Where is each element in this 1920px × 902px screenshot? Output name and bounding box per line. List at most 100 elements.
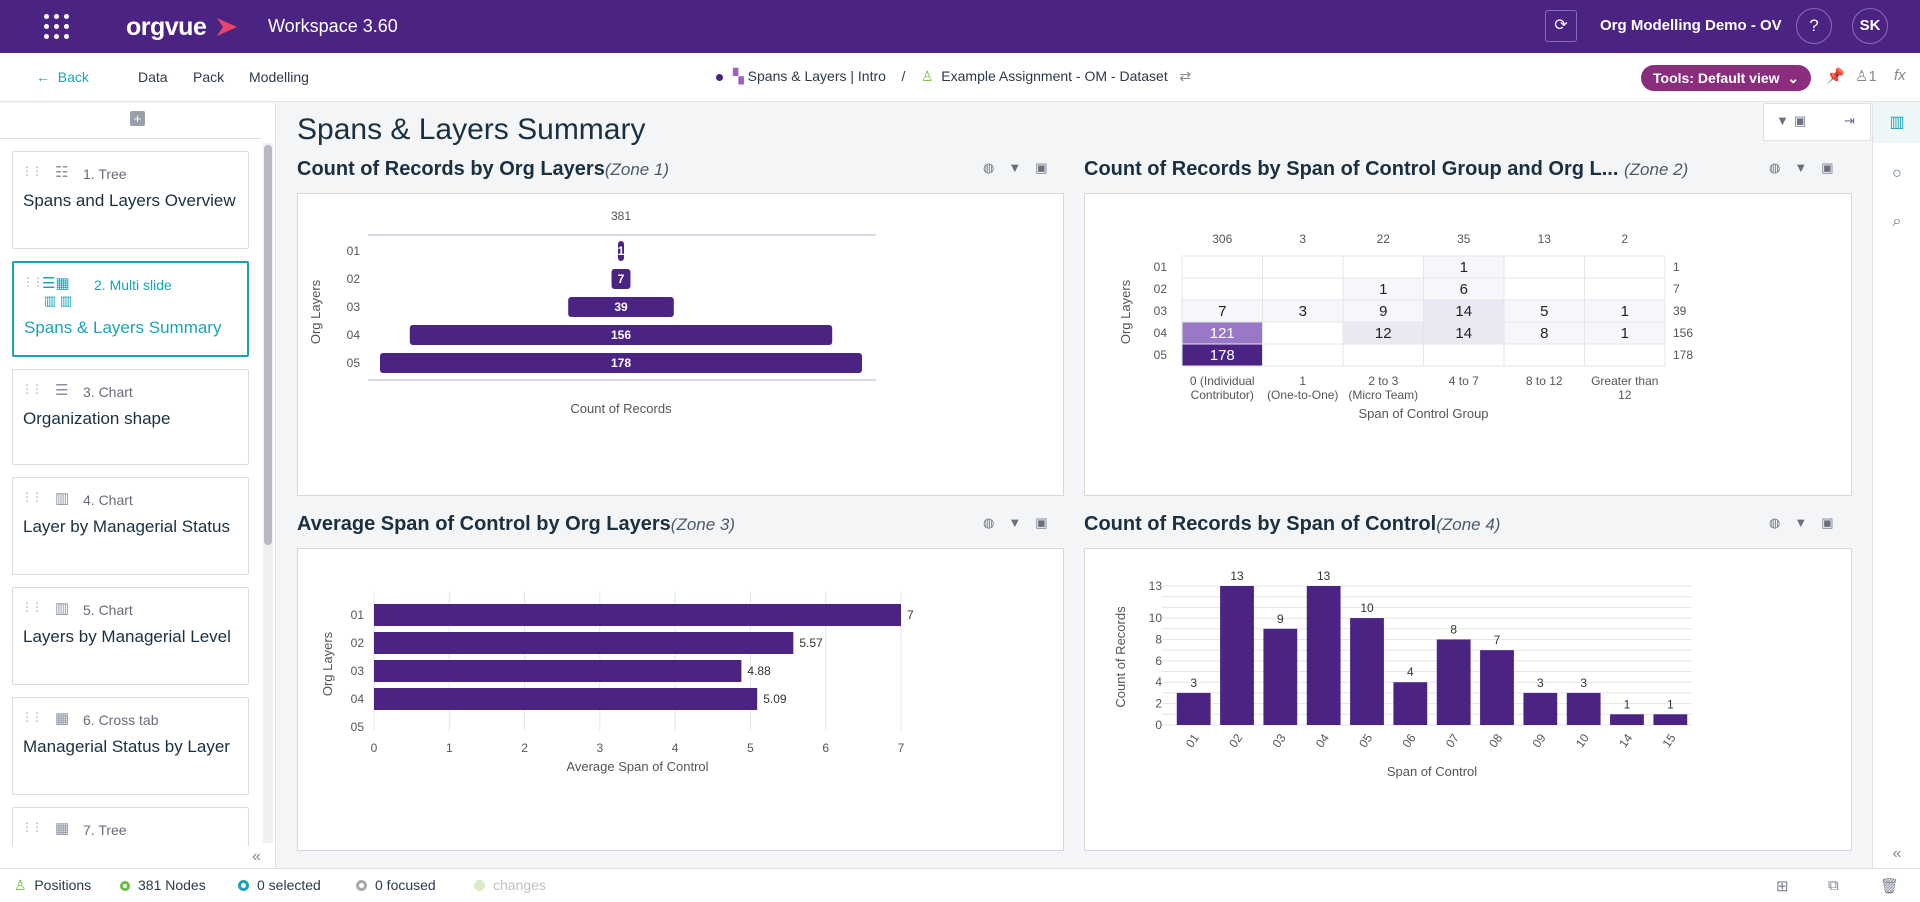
column-total: 306 (1212, 232, 1232, 246)
heatmap-cell (1584, 277, 1666, 301)
drag-handle-icon[interactable]: ⋮⋮ (21, 710, 43, 724)
add-slide-icon[interactable]: + (130, 111, 145, 126)
collapse-left-icon[interactable]: « (252, 848, 261, 865)
dashboard-icon[interactable]: ▥ (1873, 103, 1920, 143)
tick-label: 2 (521, 741, 528, 755)
slide-sidebar: + ⋮⋮ ☷ 1. Tree Spans and Layers Overview… (0, 103, 276, 868)
selected-icon (238, 880, 249, 891)
drag-handle-icon[interactable]: ⋮⋮ (21, 490, 43, 504)
workspace-title: Workspace 3.60 (268, 16, 398, 36)
column-label: 4 to 7 (1449, 374, 1479, 388)
tick-label: 5 (747, 741, 754, 755)
drag-handle-icon[interactable]: ⋮⋮ (21, 600, 43, 614)
tick-label: 0 (1155, 718, 1162, 732)
slide-title: Organization shape (23, 409, 171, 428)
collapse-right-icon[interactable]: « (1892, 845, 1902, 862)
row-label: 01 (1154, 260, 1168, 274)
scrollbar-thumb[interactable] (264, 145, 272, 545)
cell-value: 14 (1455, 325, 1472, 342)
drag-handle-icon[interactable]: ⋮⋮ (21, 820, 43, 834)
cross-tab-icon: ▦ (55, 710, 70, 727)
search-icon[interactable]: ⌕ (1892, 213, 1902, 230)
column-total: 22 (1377, 232, 1391, 246)
heatmap-cell (1342, 343, 1424, 367)
export-icon[interactable]: ⇥ (1844, 113, 1855, 128)
tick-label: 7 (898, 741, 905, 755)
tools-dropdown[interactable]: Tools: Default view ⌄ (1641, 65, 1812, 91)
y-axis-label: Count of Records (1113, 606, 1128, 708)
sync-icon[interactable]: ⟳ (1545, 10, 1577, 42)
layers-icon[interactable]: ▣ (1794, 113, 1807, 128)
x-axis-label: Span of Control (1387, 764, 1477, 779)
drag-handle-icon[interactable]: ⋮⋮ (21, 382, 43, 396)
drag-handle-icon[interactable]: ⋮⋮ (22, 275, 44, 289)
slide-2[interactable]: ⋮⋮ ☰▦ 2. Multi slide ▥ ▥ Spans & Layers … (12, 261, 249, 357)
slide-3[interactable]: ⋮⋮ ☰ 3. Chart Organization shape (12, 369, 249, 465)
bar (380, 353, 862, 373)
layers-icon: ▣ (1821, 515, 1848, 530)
column-total: 2 (1621, 232, 1628, 246)
tick-label: 09 (1529, 731, 1548, 750)
data-label: 7 (618, 272, 625, 286)
breadcrumb-dataset[interactable]: Example Assignment - OM - Dataset (941, 68, 1168, 84)
help-button[interactable]: ? (1796, 8, 1832, 44)
zone-2-title: Count of Records by Span of Control Grou… (1084, 158, 1689, 180)
drag-handle-icon[interactable]: ⋮⋮ (21, 164, 43, 178)
cell-value: 8 (1540, 325, 1548, 342)
column-label: 2 to 3 (Micro Team) (1348, 374, 1418, 402)
tick-label: 08 (1486, 731, 1505, 750)
tick-label: 3 (597, 741, 604, 755)
bar (1436, 639, 1471, 725)
app-grid-icon[interactable] (44, 14, 70, 40)
slide-1[interactable]: ⋮⋮ ☷ 1. Tree Spans and Layers Overview (12, 151, 249, 249)
row-total: 156 (1673, 326, 1693, 340)
data-label: 178 (611, 356, 631, 370)
zone-4-tools[interactable]: ◍▼▣ (1769, 515, 1848, 531)
avatar[interactable]: SK (1852, 8, 1888, 44)
pin-icon[interactable]: 📌 (1826, 68, 1845, 85)
slide-4[interactable]: ⋮⋮ ▥ 4. Chart Layer by Managerial Status (12, 477, 249, 575)
tick-label: 05 (347, 356, 361, 370)
status-focused[interactable]: 0 focused (356, 877, 436, 893)
menu-modelling[interactable]: Modelling (249, 69, 309, 85)
slide-6[interactable]: ⋮⋮ ▦ 6. Cross tab Managerial Status by L… (12, 697, 249, 795)
menu-pack[interactable]: Pack (193, 69, 225, 85)
zone-2-tools[interactable]: ◍▼▣ (1769, 160, 1848, 176)
data-label: 9 (1277, 612, 1284, 626)
zone-1-panel: 381 01 1 02 7 03 39 04 156 05 178 Count of Records O… (297, 193, 1064, 496)
cell-value: 178 (1210, 347, 1235, 364)
bar (374, 604, 901, 626)
tick-label: 05 (1356, 731, 1375, 750)
bar-chart-icon: ▥ (55, 600, 70, 617)
formula-icon[interactable]: fx (1894, 67, 1906, 84)
zone-1-tools[interactable]: ◍▼▣ (983, 160, 1062, 176)
filter-icon[interactable]: ▼ (1776, 113, 1789, 128)
bar (618, 241, 624, 261)
copy-icon[interactable]: ⧉ (1828, 877, 1839, 894)
slide-7[interactable]: ⋮⋮ ▦ 7. Tree (12, 807, 249, 847)
focused-icon (356, 880, 367, 891)
column-total: 13 (1538, 232, 1552, 246)
bar (1306, 586, 1341, 725)
slide-5[interactable]: ⋮⋮ ▥ 5. Chart Layers by Managerial Level (12, 587, 249, 685)
back-button[interactable]: ← Back (36, 69, 89, 85)
circle-icon[interactable]: ○ (1892, 165, 1902, 182)
delete-icon[interactable]: 🗑 (1880, 878, 1900, 895)
add-icon[interactable]: ⊞ (1776, 878, 1789, 895)
view-tools: ▼ ▣ ⇥ (1763, 103, 1871, 141)
status-changes[interactable]: changes (474, 877, 546, 893)
data-label: 3 (1190, 676, 1197, 690)
data-label: 39 (614, 300, 628, 314)
data-label: 4.88 (747, 664, 771, 678)
status-nodes[interactable]: 381 Nodes (120, 877, 206, 893)
zone-3-tools[interactable]: ◍▼▣ (983, 515, 1062, 531)
tick-label: 01 (351, 608, 365, 622)
status-selected[interactable]: 0 selected (238, 877, 321, 893)
users-icon[interactable]: ♙1 (1855, 68, 1877, 85)
project-name[interactable]: Org Modelling Demo - OV (1600, 17, 1782, 34)
refresh-icon[interactable]: ⇄ (1179, 68, 1192, 84)
menu-data[interactable]: Data (138, 69, 168, 85)
status-positions[interactable]: ♙ Positions (14, 877, 92, 893)
breadcrumb-page[interactable]: Spans & Layers | Intro (747, 68, 886, 84)
